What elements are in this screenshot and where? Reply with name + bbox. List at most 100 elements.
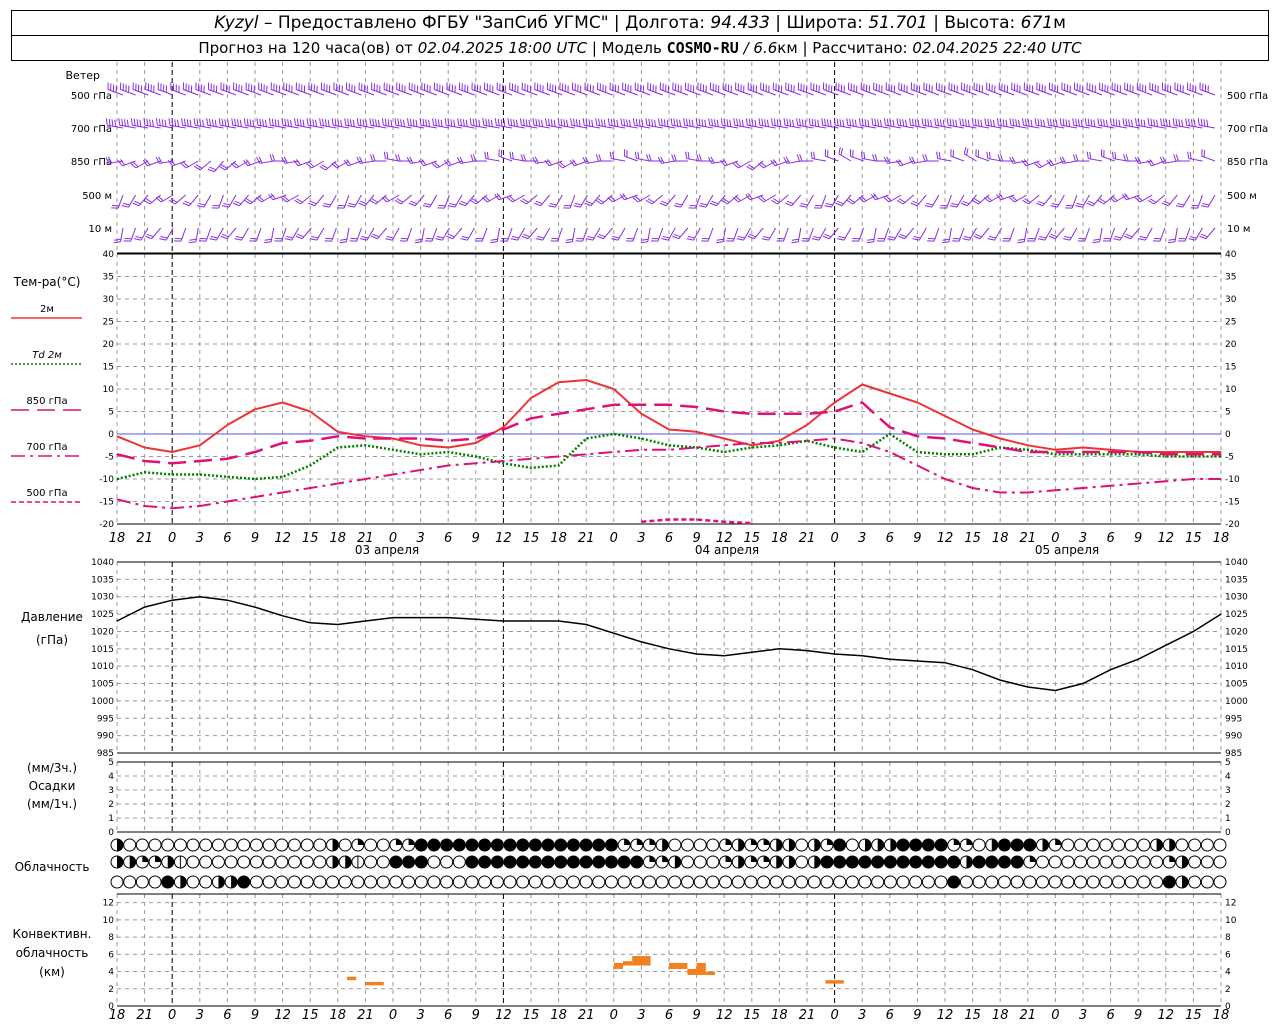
cloud-cover-symbol	[959, 875, 973, 889]
wind-barb-flag	[117, 159, 123, 167]
wind-barb-flag	[1027, 119, 1030, 127]
temp-point	[668, 449, 670, 451]
temp-ytick-left: 35	[103, 273, 114, 283]
pressure-ytick-left: 1005	[91, 680, 114, 690]
wind-barb-flag	[1039, 235, 1047, 239]
temp-point	[889, 392, 891, 395]
wind-barb-flag	[511, 235, 520, 239]
wind-barb-flag	[877, 119, 880, 127]
conv-xtick: 9	[913, 1008, 921, 1023]
wind-barb-flag	[623, 118, 626, 126]
model-label: Модель	[601, 39, 662, 57]
conv-ytick-right: 10	[1225, 916, 1237, 926]
cloud-cover-symbol-mark	[991, 839, 998, 851]
temp-point	[972, 487, 974, 489]
wind-barb-flag	[1114, 152, 1117, 160]
wind-barb-flag	[838, 147, 841, 155]
wind-barb-flag	[258, 195, 265, 202]
temp-point	[751, 446, 753, 449]
wind-barb-flag	[557, 162, 564, 169]
wind-barb-flag	[365, 119, 368, 127]
wind-barb-flag	[1118, 119, 1121, 127]
wind-barb-flag	[255, 196, 262, 203]
wind-barb-flag	[222, 205, 230, 208]
temp-point	[1165, 455, 1167, 458]
temp-point	[944, 437, 946, 440]
cloud-cover-symbol	[820, 855, 834, 869]
wind-barb-flag	[270, 193, 276, 200]
temp-point	[420, 437, 422, 440]
temp-point	[530, 467, 532, 469]
temp-ytick-right: 35	[1225, 273, 1236, 283]
wind-barb-flag	[885, 195, 892, 202]
cloud-cover-symbol	[1048, 875, 1062, 889]
wind-barb-flag	[1165, 119, 1168, 127]
temp-point	[723, 444, 725, 446]
wind-barb-flag	[849, 118, 852, 126]
wind-barb-flag	[670, 118, 673, 126]
wind-barb-flag	[1115, 119, 1118, 127]
wind-barb-flag	[609, 151, 612, 159]
temp-xtick: 6	[444, 531, 452, 546]
temp-point	[226, 424, 228, 426]
wind-barb-flag	[134, 238, 142, 241]
wind-barb-flag	[177, 119, 180, 127]
conv-xtick: 12	[274, 1008, 291, 1023]
wind-barb-flag	[1159, 157, 1164, 164]
temp-point	[144, 446, 146, 449]
cloud-cover-symbol	[579, 855, 593, 869]
temp-point	[1220, 455, 1222, 458]
wind-barb-flag	[732, 196, 739, 203]
wind-barb-flag	[1093, 238, 1101, 241]
wind-barb-flag	[896, 118, 899, 126]
wind-barb-flag	[1114, 235, 1122, 239]
wind-barb-flag	[277, 119, 280, 127]
conv-xtick: 12	[1158, 1008, 1175, 1023]
pressure-point	[1192, 630, 1194, 633]
wind-barb-flag	[574, 202, 582, 206]
wind-barb-flag	[860, 151, 863, 159]
temp-point	[1137, 451, 1139, 453]
temp-xtick: 0	[1051, 531, 1059, 546]
wind-barb-flag	[886, 156, 891, 164]
wind-barb-flag	[1203, 119, 1206, 127]
cloud-cover-symbol	[287, 855, 301, 869]
temp-ytick-right: 15	[1225, 363, 1236, 373]
wind-barb-flag	[578, 119, 581, 127]
wind-barb-flag	[874, 154, 878, 162]
temp-point	[1137, 482, 1139, 485]
wind-barb-flag	[422, 205, 430, 208]
wind-barb-flag	[1021, 159, 1027, 167]
cloud-cover-symbol	[1086, 838, 1100, 852]
wind-barb-flag	[707, 157, 713, 164]
temp-point	[502, 426, 504, 428]
temp-xtick: 15	[523, 531, 540, 546]
temp-point	[696, 518, 698, 521]
pressure-ytick-left: 1015	[91, 645, 114, 655]
wind-barb-flag	[696, 154, 700, 162]
wind-barb-flag	[984, 118, 987, 126]
cloud-cover-symbol	[630, 875, 644, 889]
temp-title: Тем-ра(°С)	[13, 275, 81, 289]
temp-point	[558, 381, 560, 383]
wind-barb-flag	[390, 119, 393, 127]
wind-barb-flag	[269, 154, 273, 162]
cloud-cover-symbol	[554, 838, 568, 852]
wind-barb-flag	[735, 161, 741, 168]
wind-barb-flag	[193, 165, 201, 171]
header-line-1: Kyzyl – Предоставлено ФГБУ "ЗапСиб УГМС"…	[11, 10, 1269, 36]
wind-barb-flag	[632, 196, 639, 203]
wind-barb-flag	[262, 119, 265, 127]
wind-barb-flag	[799, 205, 807, 208]
wind-barb-flag	[164, 119, 167, 127]
pressure-point	[558, 620, 560, 622]
wind-barb-flag	[339, 241, 347, 244]
wind-barb-flag	[284, 238, 292, 241]
cloud-cover-symbol	[478, 838, 492, 852]
conv-unit: (км)	[39, 965, 65, 979]
wind-barb-flag	[838, 235, 846, 239]
temp-point	[530, 458, 532, 460]
temp-point	[778, 440, 781, 442]
cloud-cover-symbol-mark	[636, 839, 643, 845]
temp-point	[1192, 455, 1194, 458]
